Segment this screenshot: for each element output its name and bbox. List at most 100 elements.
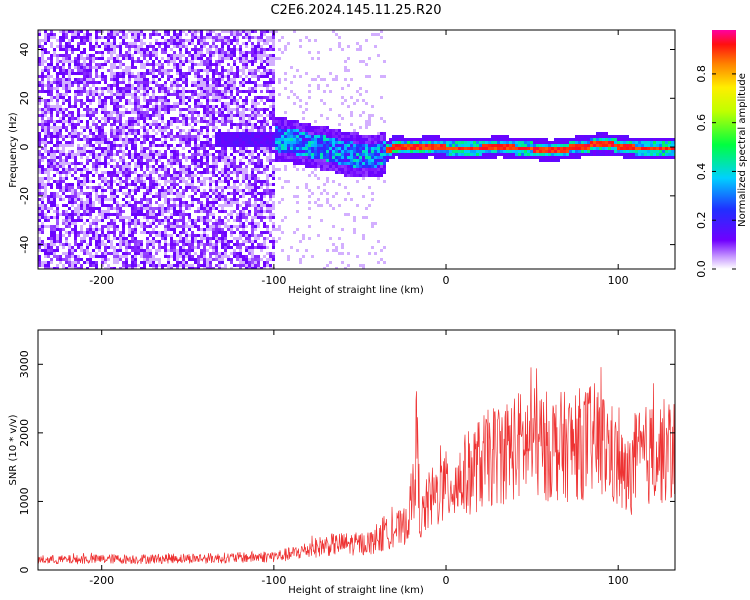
- spectrogram-cell: [173, 183, 176, 186]
- spectrogram-cell: [242, 138, 245, 141]
- spectrogram-cell: [50, 33, 53, 36]
- spectrogram-cell: [44, 189, 47, 192]
- spectrogram-cell: [86, 144, 89, 147]
- spectrogram-cell: [44, 243, 47, 246]
- spectrogram-cell: [209, 90, 212, 93]
- spectrogram-cell: [272, 177, 275, 180]
- spectrogram-cell: [323, 267, 326, 269]
- spectrogram-cell: [254, 114, 257, 117]
- spectrogram-cell: [119, 183, 122, 186]
- spectrogram-cell: [62, 246, 65, 249]
- spectrogram-cell: [227, 213, 230, 216]
- spectrogram-cell: [272, 99, 275, 102]
- spectrogram-cell: [272, 246, 275, 249]
- spectrogram-cell: [197, 84, 200, 87]
- spectrogram-cell: [104, 261, 107, 264]
- spectrogram-cell: [71, 30, 74, 33]
- spectrogram-cell: [320, 141, 323, 144]
- spectrogram-cell: [77, 180, 80, 183]
- spectrogram-cell: [101, 51, 104, 54]
- spectrogram-cell: [239, 48, 242, 51]
- spectrogram-cell: [194, 258, 197, 261]
- spectrogram-cell: [134, 243, 137, 246]
- spectrogram-cell: [257, 135, 260, 138]
- spectrogram-cell: [200, 96, 203, 99]
- spectrogram-cell: [338, 147, 341, 150]
- spectrogram-cell: [89, 114, 92, 117]
- spectrogram-cell: [110, 153, 113, 156]
- spectrogram-cell: [209, 66, 212, 69]
- spectrogram-cell: [68, 42, 71, 45]
- spectrogram-cell: [149, 150, 152, 153]
- spectrogram-cell: [158, 111, 161, 114]
- spectrogram-cell: [254, 57, 257, 60]
- spectrogram-cell: [146, 84, 149, 87]
- spectrogram-cell: [47, 105, 50, 108]
- spectrogram-cell: [152, 114, 155, 117]
- spectrogram-cell: [248, 174, 251, 177]
- spectrogram-cell: [149, 36, 152, 39]
- spectrogram-cell: [269, 213, 272, 216]
- spectrogram-cell: [140, 111, 143, 114]
- spectrogram-cell: [188, 111, 191, 114]
- spectrogram-cell: [326, 144, 329, 147]
- spectrogram-cell: [212, 234, 215, 237]
- spectrogram-cell: [149, 141, 152, 144]
- spectrogram-cell: [272, 138, 275, 141]
- spectrogram-cell: [173, 255, 176, 258]
- spectrogram-cell: [194, 198, 197, 201]
- spectrogram-cell: [188, 195, 191, 198]
- spectrogram-cell: [173, 249, 176, 252]
- spectrogram-cell: [167, 69, 170, 72]
- spectrogram-cell: [122, 216, 125, 219]
- spectrogram-cell: [320, 153, 323, 156]
- spectrogram-cell: [65, 84, 68, 87]
- spectrogram-cell: [155, 258, 158, 261]
- spectrogram-cell: [269, 69, 272, 72]
- spectrogram-cell: [278, 120, 281, 123]
- spectrogram-cell: [158, 78, 161, 81]
- spectrogram-cell: [164, 93, 167, 96]
- spectrogram-cell: [191, 243, 194, 246]
- spectrogram-cell: [197, 180, 200, 183]
- spectrogram-cell: [83, 129, 86, 132]
- spectrogram-cell: [341, 243, 344, 246]
- spectrogram-cell: [47, 249, 50, 252]
- spectrogram-cell: [101, 78, 104, 81]
- spectrogram-cell: [68, 267, 71, 269]
- spectrogram-cell: [110, 96, 113, 99]
- spectrogram-cell: [203, 111, 206, 114]
- spectrogram-cell: [203, 39, 206, 42]
- spectrogram-cell: [89, 228, 92, 231]
- spectrogram-cell: [251, 162, 254, 165]
- spectrogram-cell: [125, 192, 128, 195]
- spectrogram-cell: [188, 51, 191, 54]
- spectrogram-cell: [89, 192, 92, 195]
- spectrogram-cell: [278, 135, 281, 138]
- spectrogram-cell: [179, 252, 182, 255]
- spectrogram-cell: [278, 39, 281, 42]
- spectrogram-cell: [341, 153, 344, 156]
- spectrogram-cell: [236, 123, 239, 126]
- spectrogram-cell: [125, 132, 128, 135]
- spectrogram-cell: [68, 243, 71, 246]
- spectrogram-cell: [221, 204, 224, 207]
- spectrogram-cell: [95, 45, 98, 48]
- spectrogram-cell: [71, 126, 74, 129]
- spectrogram-cell: [56, 87, 59, 90]
- spectrogram-cell: [233, 237, 236, 240]
- spectrogram-cell: [158, 210, 161, 213]
- spectrogram-cell: [152, 141, 155, 144]
- spectrogram-cell: [224, 159, 227, 162]
- spectrogram-cell: [116, 261, 119, 264]
- spectrogram-cell: [44, 39, 47, 42]
- spectrogram-cell: [80, 258, 83, 261]
- spectrogram-cell: [62, 84, 65, 87]
- spectrogram-cell: [221, 57, 224, 60]
- spectrogram-cell: [101, 57, 104, 60]
- spectrogram-cell: [131, 42, 134, 45]
- spectrogram-cell: [131, 156, 134, 159]
- spectrogram-cell: [47, 180, 50, 183]
- spectrogram-cell: [185, 132, 188, 135]
- spectrogram-cell: [221, 189, 224, 192]
